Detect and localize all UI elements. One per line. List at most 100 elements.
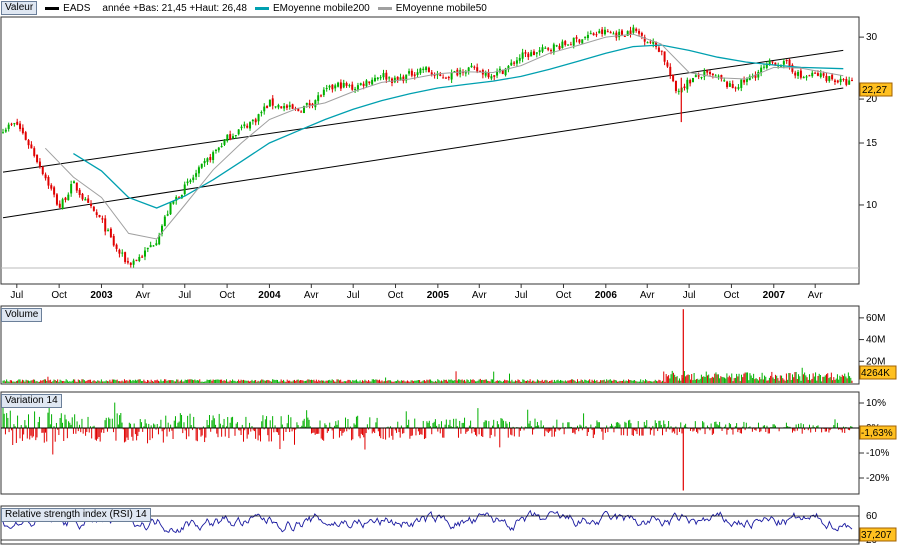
candle-body bbox=[740, 79, 743, 88]
candle-body bbox=[172, 201, 175, 204]
candle-body bbox=[734, 87, 737, 89]
candle-body bbox=[305, 102, 308, 105]
candle-body bbox=[618, 31, 621, 38]
candle-body bbox=[655, 42, 658, 47]
candle-body bbox=[92, 206, 95, 211]
vol-tick-label: 60M bbox=[866, 313, 885, 324]
candle-body bbox=[223, 139, 226, 145]
candle-body bbox=[274, 106, 277, 108]
candle-body bbox=[212, 152, 215, 160]
candle-body bbox=[311, 103, 314, 106]
candle-body bbox=[757, 71, 760, 78]
candle-body bbox=[328, 85, 331, 88]
candle-body bbox=[814, 72, 817, 74]
candle-body bbox=[365, 80, 368, 87]
candle-body bbox=[322, 89, 325, 96]
candle-body bbox=[672, 74, 675, 82]
candle-body bbox=[13, 123, 16, 125]
price-panel bbox=[0, 16, 860, 285]
candle-body bbox=[493, 75, 496, 77]
candle-body bbox=[124, 252, 127, 262]
volume-y-axis: 60M 40M 20M bbox=[859, 313, 885, 367]
candle-body bbox=[743, 79, 746, 83]
candle-body bbox=[268, 99, 271, 107]
candle-body bbox=[652, 41, 655, 44]
candle-body bbox=[33, 148, 36, 156]
candle-body bbox=[677, 90, 680, 92]
candle-body bbox=[450, 72, 453, 80]
candle-body bbox=[249, 122, 252, 129]
volume-bars bbox=[2, 309, 853, 383]
candle-body bbox=[490, 76, 493, 79]
candle-body bbox=[765, 63, 768, 68]
candle-body bbox=[666, 62, 669, 67]
candle-body bbox=[476, 67, 479, 72]
candle-body bbox=[805, 76, 808, 78]
candle-body bbox=[700, 77, 703, 79]
candle-body bbox=[135, 259, 138, 261]
candle-body bbox=[64, 197, 67, 200]
ticker-label: EADS bbox=[63, 2, 91, 14]
candle-body bbox=[848, 80, 851, 85]
candle-body bbox=[118, 249, 121, 254]
candle-body bbox=[129, 262, 132, 265]
candle-body bbox=[615, 32, 618, 38]
x-tick-label: Oct bbox=[388, 290, 404, 301]
candle-body bbox=[609, 32, 612, 34]
candle-body bbox=[379, 77, 382, 79]
trendline-lower bbox=[2, 87, 844, 219]
candle-body bbox=[98, 214, 101, 218]
price-tick-label: 30 bbox=[866, 32, 878, 43]
candle-body bbox=[419, 68, 422, 74]
x-tick-label: Oct bbox=[556, 290, 572, 301]
candle-body bbox=[561, 41, 564, 49]
ticker-swatch bbox=[45, 6, 60, 10]
x-tick-label: Avr bbox=[135, 290, 150, 301]
candle-body bbox=[825, 75, 828, 81]
candle-body bbox=[251, 119, 254, 122]
candle-body bbox=[621, 30, 624, 35]
var-tick-label: 10% bbox=[866, 398, 886, 409]
price-candles bbox=[2, 24, 853, 268]
time-x-axis: Jul Oct 2003 Avr Jul Oct 2004 Avr Jul Oct 2005 Avr J… bbox=[10, 284, 823, 301]
candle-body bbox=[16, 121, 19, 125]
candle-body bbox=[72, 181, 75, 184]
candle-body bbox=[552, 44, 555, 53]
var-tick-label: -10% bbox=[866, 448, 889, 459]
x-tick-label: Jul bbox=[347, 290, 360, 301]
candle-body bbox=[572, 37, 575, 46]
candle-body bbox=[430, 72, 433, 75]
candle-body bbox=[47, 177, 50, 186]
candle-body bbox=[433, 74, 436, 76]
price-y-axis: 10 15 20 30 bbox=[859, 32, 878, 211]
candle-body bbox=[532, 51, 535, 56]
candle-body bbox=[737, 87, 740, 89]
candle-body bbox=[21, 127, 24, 134]
candle-body bbox=[629, 30, 632, 35]
candle-body bbox=[782, 61, 785, 65]
x-tick-label: 2007 bbox=[763, 290, 786, 301]
candle-body bbox=[90, 203, 93, 207]
candle-body bbox=[748, 76, 751, 81]
candle-body bbox=[359, 83, 362, 85]
candle-body bbox=[36, 154, 39, 163]
candle-body bbox=[427, 67, 430, 73]
candle-body bbox=[771, 61, 774, 63]
candle-body bbox=[30, 144, 33, 149]
x-tick-label: Oct bbox=[51, 290, 67, 301]
candle-body bbox=[308, 103, 311, 106]
candle-body bbox=[470, 65, 473, 68]
candle-body bbox=[833, 80, 836, 82]
x-tick-label: Jul bbox=[10, 290, 23, 301]
candle-body bbox=[467, 67, 470, 72]
candle-body bbox=[354, 88, 357, 90]
volume-panel bbox=[0, 305, 860, 385]
candle-body bbox=[203, 160, 206, 164]
candle-body bbox=[2, 132, 4, 134]
candle-body bbox=[504, 68, 507, 76]
candle-body bbox=[842, 79, 845, 81]
candle-body bbox=[339, 82, 342, 89]
candle-body bbox=[623, 36, 626, 38]
candle-body bbox=[266, 105, 269, 108]
candle-body bbox=[541, 47, 544, 52]
